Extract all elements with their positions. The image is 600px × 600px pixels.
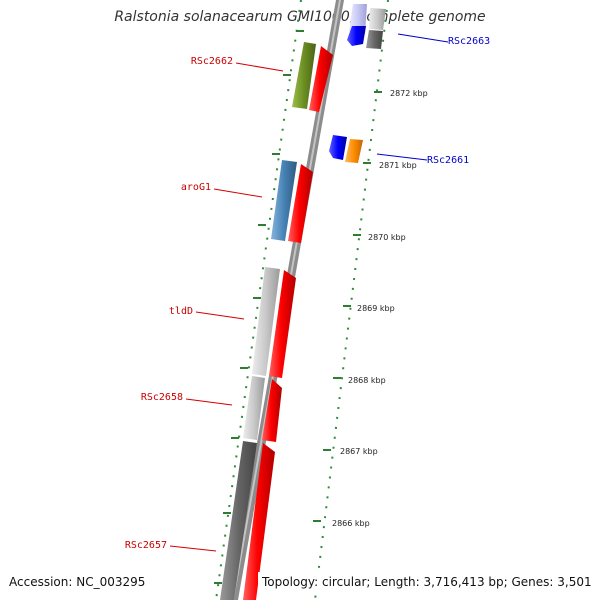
gene-rsc2663-blue[interactable]	[347, 26, 366, 46]
minor-tick-track-left	[215, 0, 302, 600]
gene-label-rsc2662[interactable]: RSc2662	[191, 56, 233, 67]
gene-rsc2658-lightgray[interactable]	[243, 376, 265, 440]
major-ticks-right	[313, 91, 382, 522]
kbp-label-2868: 2868 kbp	[348, 376, 386, 385]
leader-lines-left	[169, 62, 284, 552]
gene-label-rsc2663[interactable]: RSc2663	[448, 36, 490, 47]
gene-rsc2657-darkgray[interactable]	[220, 441, 257, 600]
major-ticks-left	[214, 30, 304, 584]
gene-label-arog1[interactable]: aroG1	[181, 182, 211, 193]
gene-arog1-steelblue[interactable]	[271, 160, 297, 241]
gene-label-rsc2661[interactable]: RSc2661	[427, 155, 469, 166]
kbp-label-2870: 2870 kbp	[368, 233, 406, 242]
kbp-label-2871: 2871 kbp	[379, 161, 417, 170]
kbp-label-2866: 2866 kbp	[332, 519, 370, 528]
gene-tldd-red[interactable]	[269, 270, 296, 378]
gene-rsc2661-blue[interactable]	[329, 135, 347, 160]
gene-rsc2661-orange[interactable]	[345, 139, 363, 163]
gene-label-tldd[interactable]: tldD	[169, 306, 193, 317]
minor-tick-track-right	[314, 0, 389, 600]
gene-rsc2663-darkgray[interactable]	[366, 30, 383, 49]
kbp-label-2867: 2867 kbp	[340, 447, 378, 456]
gene-label-rsc2657[interactable]: RSc2657	[125, 540, 167, 551]
map-title: Ralstonia solanacearum GMI1000, complete…	[114, 9, 486, 25]
gene-rsc2662-olive[interactable]	[292, 42, 316, 109]
gene-rsc2663-lightgray[interactable]	[369, 8, 386, 30]
gene-label-rsc2658[interactable]: RSc2658	[141, 392, 183, 403]
kbp-label-2872: 2872 kbp	[390, 89, 428, 98]
accession-text: Accession: NC_003295	[9, 575, 146, 589]
gene-rsc2662-red[interactable]	[309, 46, 333, 112]
leader-lines-right	[376, 33, 449, 161]
kbp-label-2869: 2869 kbp	[357, 304, 395, 313]
gene-tldd-lightgray[interactable]	[252, 267, 280, 376]
gene-rsc2657-red[interactable]	[243, 443, 275, 600]
gene-arog1-red[interactable]	[288, 164, 313, 243]
gene-rsc2658-red[interactable]	[262, 379, 282, 442]
genome-stats-text: Topology: circular; Length: 3,716,413 bp…	[258, 572, 596, 591]
